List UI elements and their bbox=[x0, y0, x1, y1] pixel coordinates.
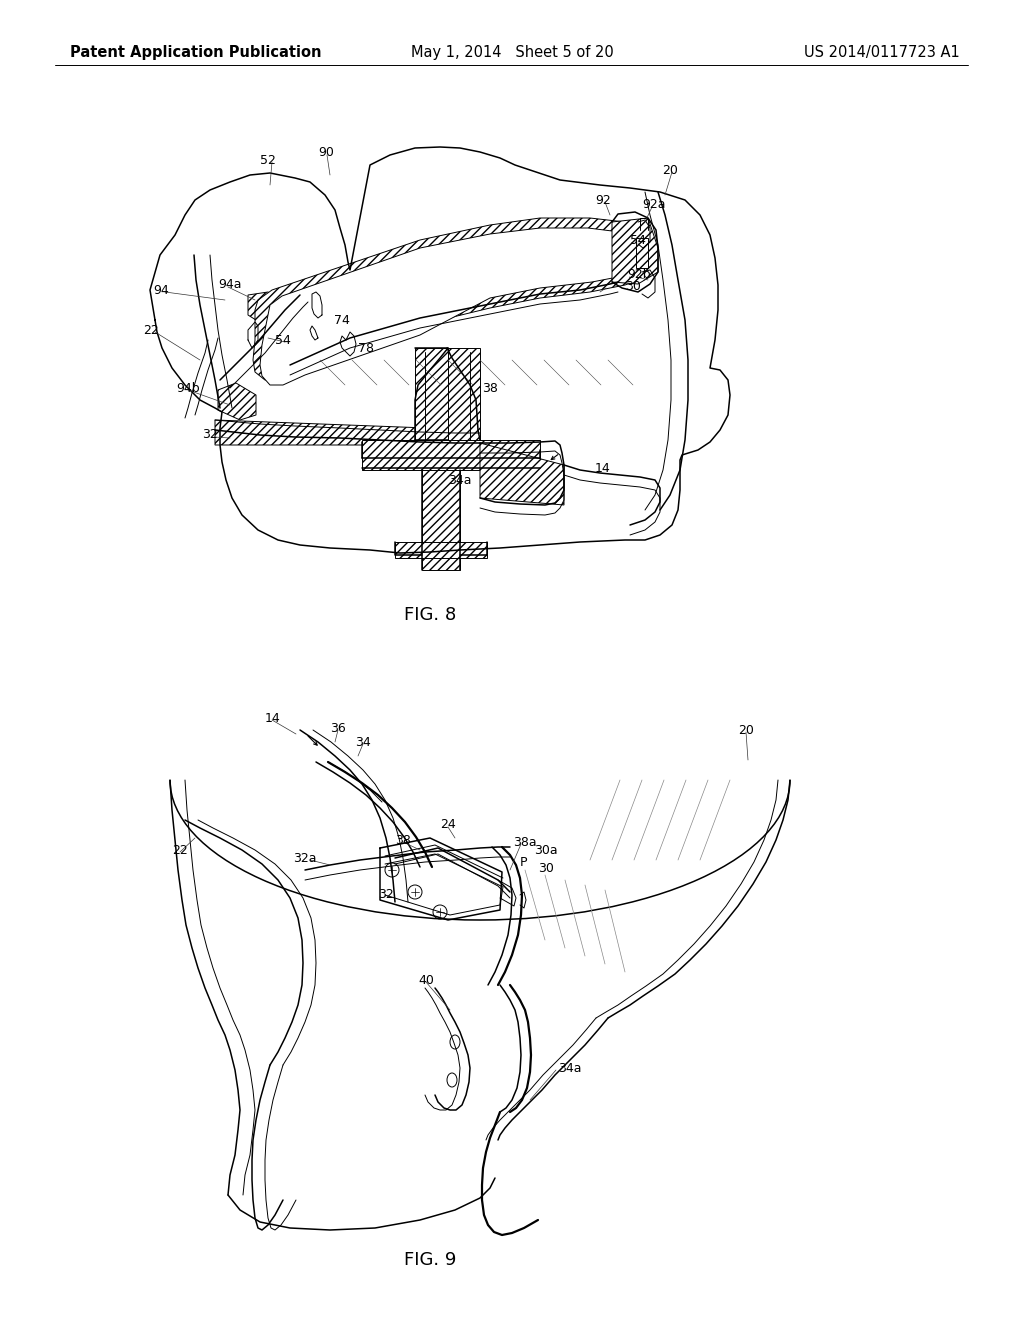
Text: May 1, 2014   Sheet 5 of 20: May 1, 2014 Sheet 5 of 20 bbox=[411, 45, 613, 59]
Text: 78: 78 bbox=[358, 342, 374, 355]
Polygon shape bbox=[395, 543, 487, 558]
Text: 34: 34 bbox=[355, 735, 371, 748]
Text: FIG. 9: FIG. 9 bbox=[403, 1251, 456, 1269]
Text: 90: 90 bbox=[318, 147, 334, 160]
Text: 38: 38 bbox=[482, 381, 498, 395]
Text: 52: 52 bbox=[260, 153, 275, 166]
Text: 32a: 32a bbox=[293, 851, 316, 865]
Text: 30a: 30a bbox=[534, 843, 558, 857]
Text: 40: 40 bbox=[418, 974, 434, 986]
Text: 94a: 94a bbox=[218, 279, 242, 292]
Text: 74: 74 bbox=[334, 314, 350, 326]
Polygon shape bbox=[480, 444, 564, 506]
Polygon shape bbox=[636, 238, 648, 268]
Text: 36: 36 bbox=[330, 722, 346, 734]
Text: 54: 54 bbox=[275, 334, 291, 346]
Polygon shape bbox=[612, 218, 658, 284]
Text: 38: 38 bbox=[395, 833, 411, 846]
Text: 32: 32 bbox=[378, 888, 394, 902]
Polygon shape bbox=[253, 218, 658, 380]
Text: 92b: 92b bbox=[627, 268, 650, 281]
Polygon shape bbox=[248, 292, 290, 330]
Text: 20: 20 bbox=[738, 723, 754, 737]
Text: 92: 92 bbox=[595, 194, 610, 206]
Text: 22: 22 bbox=[172, 843, 187, 857]
Text: 54: 54 bbox=[630, 234, 646, 247]
Text: 94: 94 bbox=[153, 284, 169, 297]
Text: Patent Application Publication: Patent Application Publication bbox=[70, 45, 322, 59]
Polygon shape bbox=[415, 348, 449, 440]
Polygon shape bbox=[218, 383, 256, 420]
Text: US 2014/0117723 A1: US 2014/0117723 A1 bbox=[804, 45, 961, 59]
Text: 14: 14 bbox=[265, 711, 281, 725]
Text: 20: 20 bbox=[662, 164, 678, 177]
Text: 30: 30 bbox=[538, 862, 554, 874]
Polygon shape bbox=[449, 348, 480, 440]
Text: 34a: 34a bbox=[449, 474, 471, 487]
Text: 30: 30 bbox=[625, 280, 641, 293]
Polygon shape bbox=[260, 228, 640, 385]
Text: 94b: 94b bbox=[176, 381, 200, 395]
Polygon shape bbox=[362, 440, 540, 470]
Text: 38a: 38a bbox=[513, 836, 537, 849]
Polygon shape bbox=[215, 420, 480, 445]
Text: 32: 32 bbox=[202, 429, 218, 441]
Text: 24: 24 bbox=[440, 818, 456, 832]
Text: 14: 14 bbox=[595, 462, 610, 474]
Text: 34a: 34a bbox=[558, 1061, 582, 1074]
Text: 22: 22 bbox=[143, 323, 159, 337]
Polygon shape bbox=[422, 470, 460, 570]
Text: 92a: 92a bbox=[642, 198, 666, 211]
Text: FIG. 8: FIG. 8 bbox=[403, 606, 456, 624]
Text: P: P bbox=[520, 855, 527, 869]
